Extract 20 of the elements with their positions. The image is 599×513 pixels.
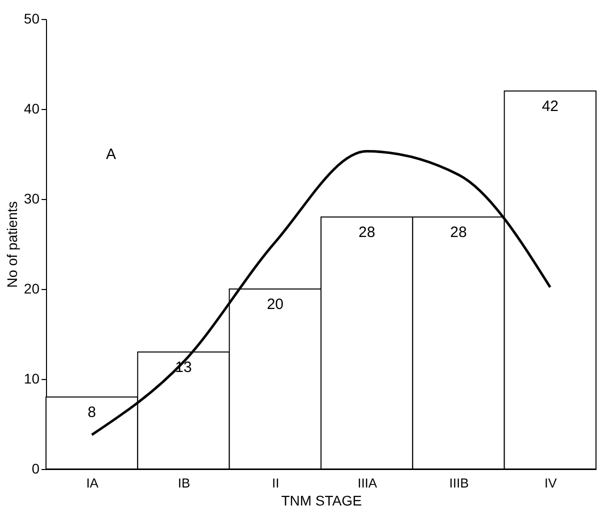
data-label: 20: [266, 296, 284, 313]
y-tick-label: 10: [24, 370, 40, 386]
data-label: 42: [542, 98, 559, 115]
y-axis-title: No of patients: [4, 201, 20, 288]
x-tick-label: IB: [178, 476, 190, 490]
y-tick-label: 0: [32, 460, 40, 476]
x-tick-label: IIIA: [358, 476, 378, 490]
y-tick-label: 20: [24, 280, 40, 296]
y-tick-label: 30: [24, 190, 40, 206]
x-axis-title: TNM STAGE: [281, 492, 362, 508]
x-tick-label: IA: [86, 476, 99, 490]
y-tick-label: 40: [24, 100, 40, 116]
x-tick-label: IV: [544, 476, 558, 490]
data-label: 28: [358, 224, 376, 241]
annotation: A: [106, 146, 116, 163]
x-tick-label: II: [272, 476, 280, 490]
y-tick-label: 50: [24, 10, 40, 26]
data-label: 8: [88, 404, 96, 421]
x-tick-label: IIIB: [449, 476, 469, 490]
data-label: 28: [450, 224, 467, 241]
